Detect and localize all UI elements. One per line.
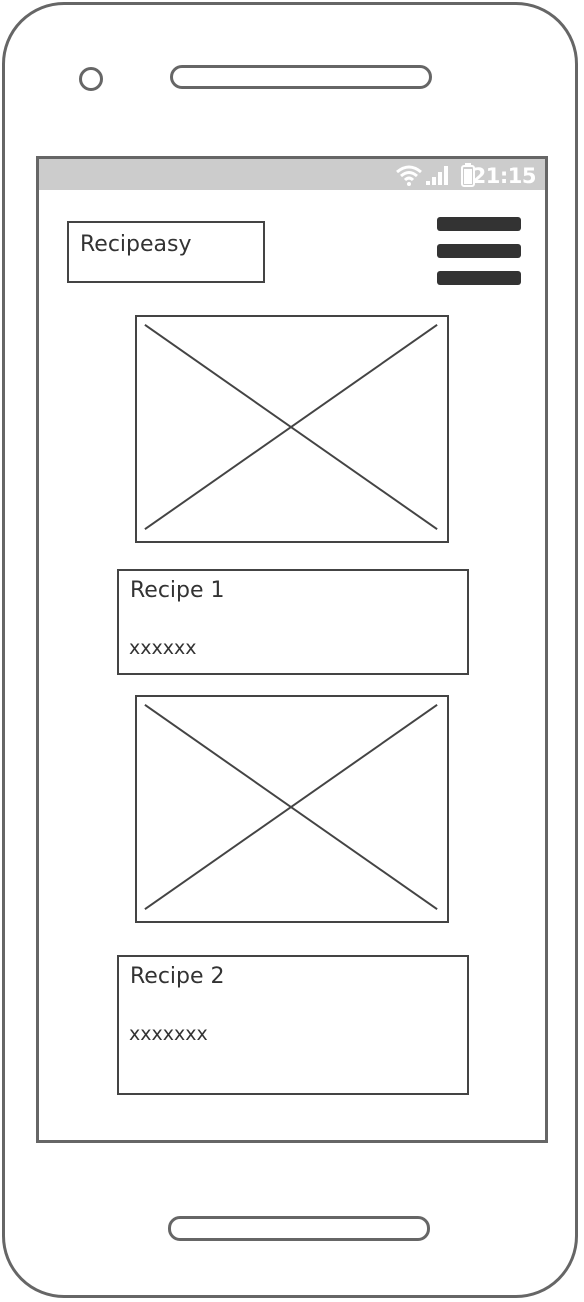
recipe-description: xxxxxx [129, 637, 197, 659]
menu-line [437, 271, 521, 285]
image-placeholder-icon [144, 324, 438, 531]
status-bar: 21:15 [39, 159, 545, 190]
camera-icon [79, 67, 103, 91]
app-logo[interactable]: Recipeasy [67, 221, 265, 283]
recipe-image-placeholder[interactable] [135, 695, 449, 923]
recipe-image-placeholder[interactable] [135, 315, 449, 543]
home-button[interactable] [168, 1216, 430, 1241]
recipe-title: Recipe 1 [130, 578, 225, 603]
menu-line [437, 217, 521, 231]
phone-screen: 21:15 Recipeasy Recipe 1 xxxxxx Recipe 2… [36, 156, 548, 1143]
image-placeholder-icon [144, 704, 438, 911]
recipe-card[interactable]: Recipe 1 xxxxxx [117, 569, 469, 675]
battery-icon [461, 163, 475, 187]
wifi-icon [396, 165, 422, 186]
recipe-card[interactable]: Recipe 2 xxxxxxx [117, 955, 469, 1095]
speaker-slot [170, 65, 432, 89]
menu-line [437, 244, 521, 258]
recipe-description: xxxxxxx [129, 1023, 208, 1045]
signal-icon [426, 166, 448, 185]
hamburger-menu-icon[interactable] [437, 217, 523, 289]
recipe-title: Recipe 2 [130, 964, 225, 989]
status-time: 21:15 [471, 164, 537, 188]
app-logo-text: Recipeasy [80, 232, 192, 257]
